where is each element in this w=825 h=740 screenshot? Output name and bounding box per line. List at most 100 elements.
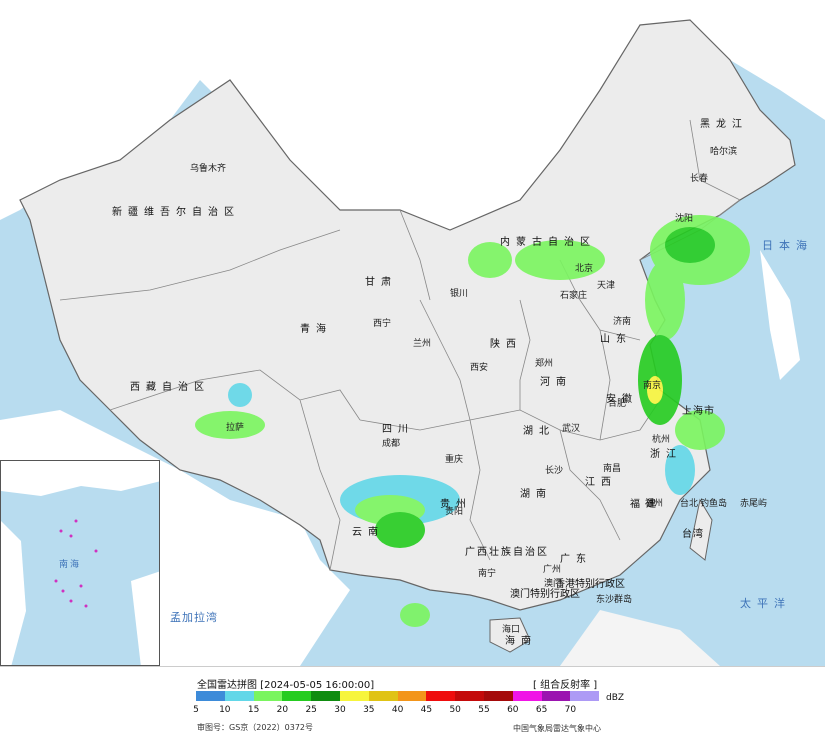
region-label: 黑龙江 [700, 119, 748, 130]
region-label: 广东 [560, 554, 592, 565]
scale-tick-label: 55 [478, 705, 490, 715]
city-label: 南宁 [478, 569, 497, 579]
region-label: 河南 [540, 377, 572, 388]
region-label: 山东 [600, 334, 632, 345]
unit-label: dBZ [606, 693, 625, 703]
color-swatch [311, 691, 340, 701]
city-label: 西宁 [373, 319, 392, 329]
scale-tick-label: 25 [305, 705, 317, 715]
color-scale [196, 691, 600, 701]
city-label: 西安 [470, 363, 489, 373]
city-label: 乌鲁木齐 [190, 164, 227, 174]
city-label: 海口 [502, 625, 521, 635]
color-swatch [541, 691, 571, 701]
color-swatch [483, 691, 513, 701]
legend-panel [0, 666, 825, 740]
island-label: 东沙群岛 [596, 595, 633, 605]
color-swatch [253, 691, 283, 701]
region-label: 福建 [630, 499, 662, 510]
region-label: 广西壮族自治区 [465, 547, 549, 558]
city-label: 广州 [543, 565, 562, 575]
south-china-sea-inset: 南海 [0, 460, 160, 666]
color-swatch [339, 691, 369, 701]
region-label: 青海 [300, 324, 332, 335]
sea-label: 孟加拉湾 [170, 611, 218, 624]
approval-number: 审图号：GS京（2022）0372号 [197, 723, 313, 732]
city-label: 石家庄 [560, 291, 588, 301]
scale-tick-label: 35 [363, 705, 375, 715]
scale-tick-label: 50 [449, 705, 461, 715]
region-label: 云南 [352, 527, 384, 538]
city-label: 长春 [690, 174, 709, 184]
city-label: 银川 [450, 289, 469, 299]
color-swatch [282, 691, 312, 701]
color-swatch [570, 691, 600, 701]
region-label: 上海市 [682, 406, 715, 417]
scale-tick-label: 70 [564, 705, 577, 715]
region-label: 安徽 [606, 394, 638, 405]
scale-tick-label: 60 [507, 705, 519, 715]
region-label: 西藏自治区 [130, 382, 210, 393]
city-label: 合肥 [608, 399, 627, 409]
sea-label: 日本海 [762, 239, 813, 252]
inset-canvas [1, 461, 159, 665]
city-label: 杭州 [652, 435, 671, 445]
region-label: 甘肃 [365, 277, 397, 288]
city-label: 贵阳 [445, 507, 464, 517]
scale-tick-label: 30 [334, 705, 346, 715]
island-label: 赤尾屿 [740, 499, 768, 509]
city-label: 哈尔滨 [710, 147, 738, 157]
scale-tick-label: 15 [247, 705, 260, 715]
city-label: 济南 [613, 317, 632, 327]
scale-tick-label: 65 [535, 705, 548, 715]
city-label: 澳门 [544, 579, 563, 589]
scale-tick-label: 20 [276, 705, 289, 715]
color-swatch [224, 691, 254, 701]
city-label: 长沙 [545, 466, 564, 476]
island-label: 钓鱼岛 [700, 499, 728, 509]
region-label: 贵州 [440, 499, 472, 510]
city-label: 兰州 [413, 339, 432, 349]
color-swatch [512, 691, 542, 701]
region-label: 澳门特别行政区 [510, 589, 580, 600]
region-label: 湖北 [523, 426, 555, 437]
city-label: 重庆 [445, 455, 464, 465]
scale-tick-label: 5 [193, 705, 199, 715]
city-label: 南京 [643, 381, 662, 391]
region-label: 香港特别行政区 [555, 579, 625, 590]
color-swatch [196, 691, 225, 701]
region-label: 新疆维吾尔自治区 [112, 207, 240, 218]
city-label: 南昌 [603, 464, 622, 474]
region-label: 内蒙古自治区 [500, 237, 596, 248]
color-scale-ticks: 5 10 15 20 25 30 35 40 45 50 55 60 65 70 [193, 705, 616, 717]
city-label: 福州 [645, 499, 664, 509]
region-label: 江西 [585, 477, 617, 488]
scale-tick-label: 40 [391, 705, 404, 715]
color-swatch [455, 691, 484, 701]
scale-tick-label: 45 [420, 705, 433, 715]
city-label: 天津 [597, 281, 616, 291]
city-label: 北京 [575, 264, 594, 274]
map-title: 全国雷达拼图 [2024-05-05 16:00:00] [197, 680, 375, 691]
city-label: 成都 [382, 439, 401, 449]
color-swatch [368, 691, 398, 701]
region-label: 陕西 [490, 339, 522, 350]
color-swatch [426, 691, 456, 701]
product-label: [ 组合反射率 ] [533, 680, 598, 691]
city-label: 郑州 [535, 359, 554, 369]
radar-map[interactable]: 新疆维吾尔自治区 西藏自治区 青海 甘肃 内蒙古自治区 黑龙江 四川 云南 贵州… [0, 0, 825, 666]
city-label: 台北 [680, 499, 699, 509]
inset-sea-label: 南海 [59, 560, 82, 570]
city-label: 沈阳 [675, 214, 694, 224]
region-label: 台湾 [682, 529, 704, 540]
region-label: 浙江 [650, 449, 682, 460]
region-label: 湖南 [520, 489, 552, 500]
color-swatch [397, 691, 427, 701]
city-label: 拉萨 [226, 423, 245, 433]
scale-tick-label: 10 [219, 705, 231, 715]
sea-label: 太平洋 [740, 597, 791, 610]
region-label: 四川 [382, 424, 414, 435]
city-label: 武汉 [562, 424, 581, 434]
region-label: 海南 [505, 636, 537, 647]
